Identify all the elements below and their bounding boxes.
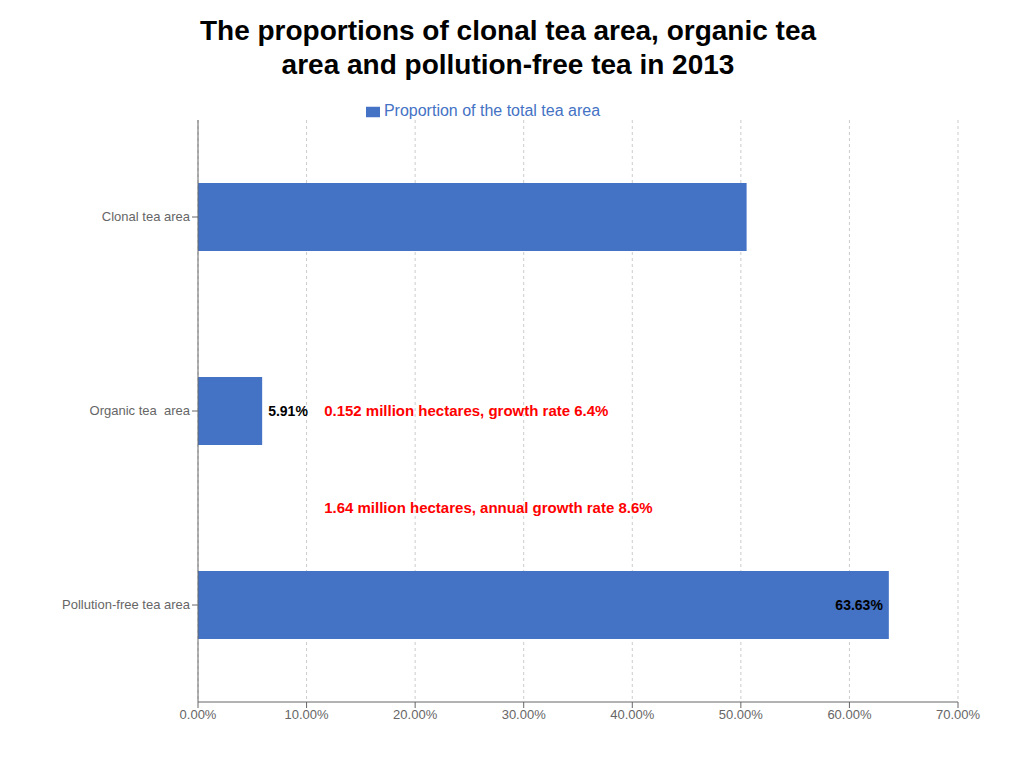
svg-text:60.00%: 60.00%	[827, 707, 872, 722]
svg-text:70.00%: 70.00%	[936, 707, 981, 722]
html-text:Proportion of the total tea ar: Proportion of the total tea area	[383, 102, 601, 119]
svg-text:Clonal tea area: Clonal tea area	[102, 209, 191, 224]
svg-text:50.00%: 50.00%	[719, 707, 764, 722]
svg-text:40.00%: 40.00%	[610, 707, 655, 722]
svg-text:Organic tea area: Organic tea area	[90, 403, 191, 418]
html-text:The proportions of clonal tea: The proportions of clonal tea area, orga…	[199, 15, 817, 46]
svg-text:10.00%: 10.00%	[285, 707, 330, 722]
html-text:area and pollution-free tea in: area and pollution-free tea in 2013	[281, 49, 735, 80]
svg-text:Pollution-free tea area: Pollution-free tea area	[62, 597, 191, 612]
svg-text:0.152 million hectares, growth: 0.152 million hectares, growth rate 6.4%	[324, 402, 608, 419]
svg-text:5.91%: 5.91%	[268, 403, 308, 419]
svg-text:63.63%: 63.63%	[835, 597, 883, 613]
svg-text:30.00%: 30.00%	[502, 707, 547, 722]
svg-text:1.64 million hectares, annual: 1.64 million hectares, annual growth rat…	[324, 499, 652, 516]
svg-text:0.00%: 0.00%	[180, 707, 217, 722]
svg-text:20.00%: 20.00%	[393, 707, 438, 722]
